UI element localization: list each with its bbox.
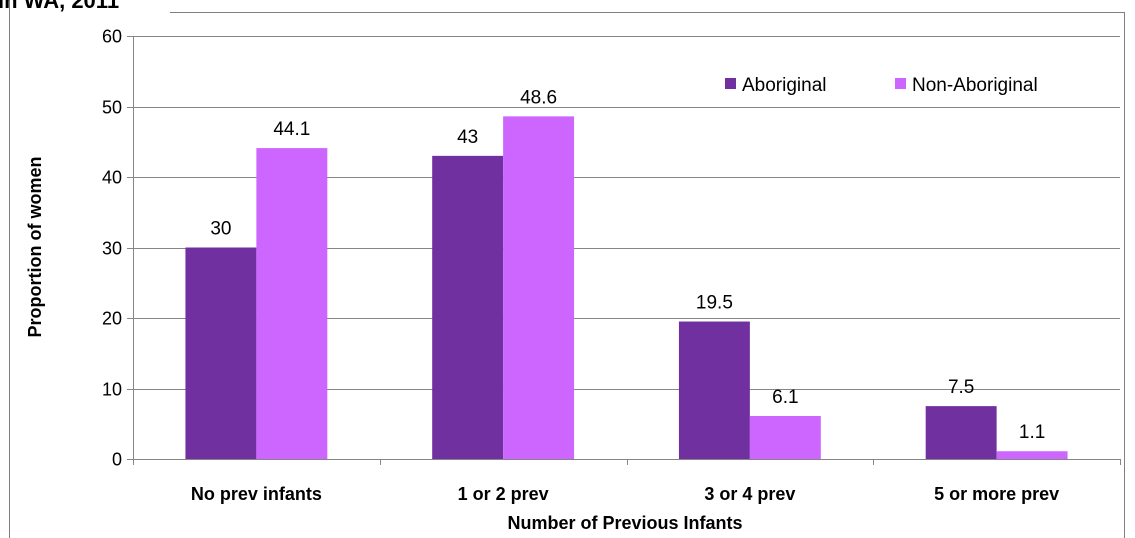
bar-non-aboriginal bbox=[749, 415, 821, 459]
y-tick-label: 30 bbox=[102, 239, 122, 259]
x-category-label: No prev infants bbox=[191, 484, 322, 504]
bar-aboriginal bbox=[432, 155, 504, 459]
axes bbox=[127, 36, 1121, 465]
bar-non-aboriginal bbox=[996, 451, 1068, 459]
y-tick-label: 40 bbox=[102, 168, 122, 188]
labels: 0 10 20 30 40 50 60 30 44.1 No prev infants 43 48.6… bbox=[102, 27, 1059, 505]
data-label: 48.6 bbox=[520, 87, 557, 108]
legend-swatch-non-aboriginal bbox=[895, 78, 906, 89]
header-fragment: in WA, 2011 bbox=[0, 0, 119, 13]
x-category-label: 5 or more prev bbox=[934, 484, 1059, 504]
y-tick-label: 60 bbox=[102, 27, 122, 47]
data-label: 43 bbox=[457, 127, 478, 148]
data-label: 30 bbox=[210, 219, 231, 240]
data-label: 44.1 bbox=[273, 119, 310, 140]
data-label: 7.5 bbox=[948, 377, 974, 398]
y-axis-title: Proportion of women bbox=[25, 157, 45, 338]
x-category-label: 3 or 4 prev bbox=[704, 484, 795, 504]
bar-non-aboriginal bbox=[503, 116, 575, 460]
legend: Aboriginal Non-Aboriginal bbox=[725, 75, 1038, 96]
y-tick-label: 0 bbox=[112, 450, 122, 470]
bar-aboriginal bbox=[925, 406, 997, 459]
legend-label-non-aboriginal: Non-Aboriginal bbox=[912, 75, 1038, 96]
data-label: 19.5 bbox=[696, 293, 733, 314]
y-tick-label: 10 bbox=[102, 380, 122, 400]
legend-swatch-aboriginal bbox=[725, 78, 736, 89]
legend-label-aboriginal: Aboriginal bbox=[742, 75, 827, 96]
data-label: 6.1 bbox=[772, 387, 798, 408]
bar-aboriginal bbox=[185, 247, 257, 459]
data-label: 1.1 bbox=[1019, 422, 1045, 443]
y-tick-label: 20 bbox=[102, 309, 122, 329]
bars bbox=[185, 116, 1068, 460]
x-axis-title: Number of Previous Infants bbox=[507, 513, 742, 533]
x-category-label: 1 or 2 prev bbox=[458, 484, 549, 504]
bar-aboriginal bbox=[678, 321, 750, 459]
bar-non-aboriginal bbox=[256, 148, 328, 459]
y-tick-label: 50 bbox=[102, 98, 122, 118]
